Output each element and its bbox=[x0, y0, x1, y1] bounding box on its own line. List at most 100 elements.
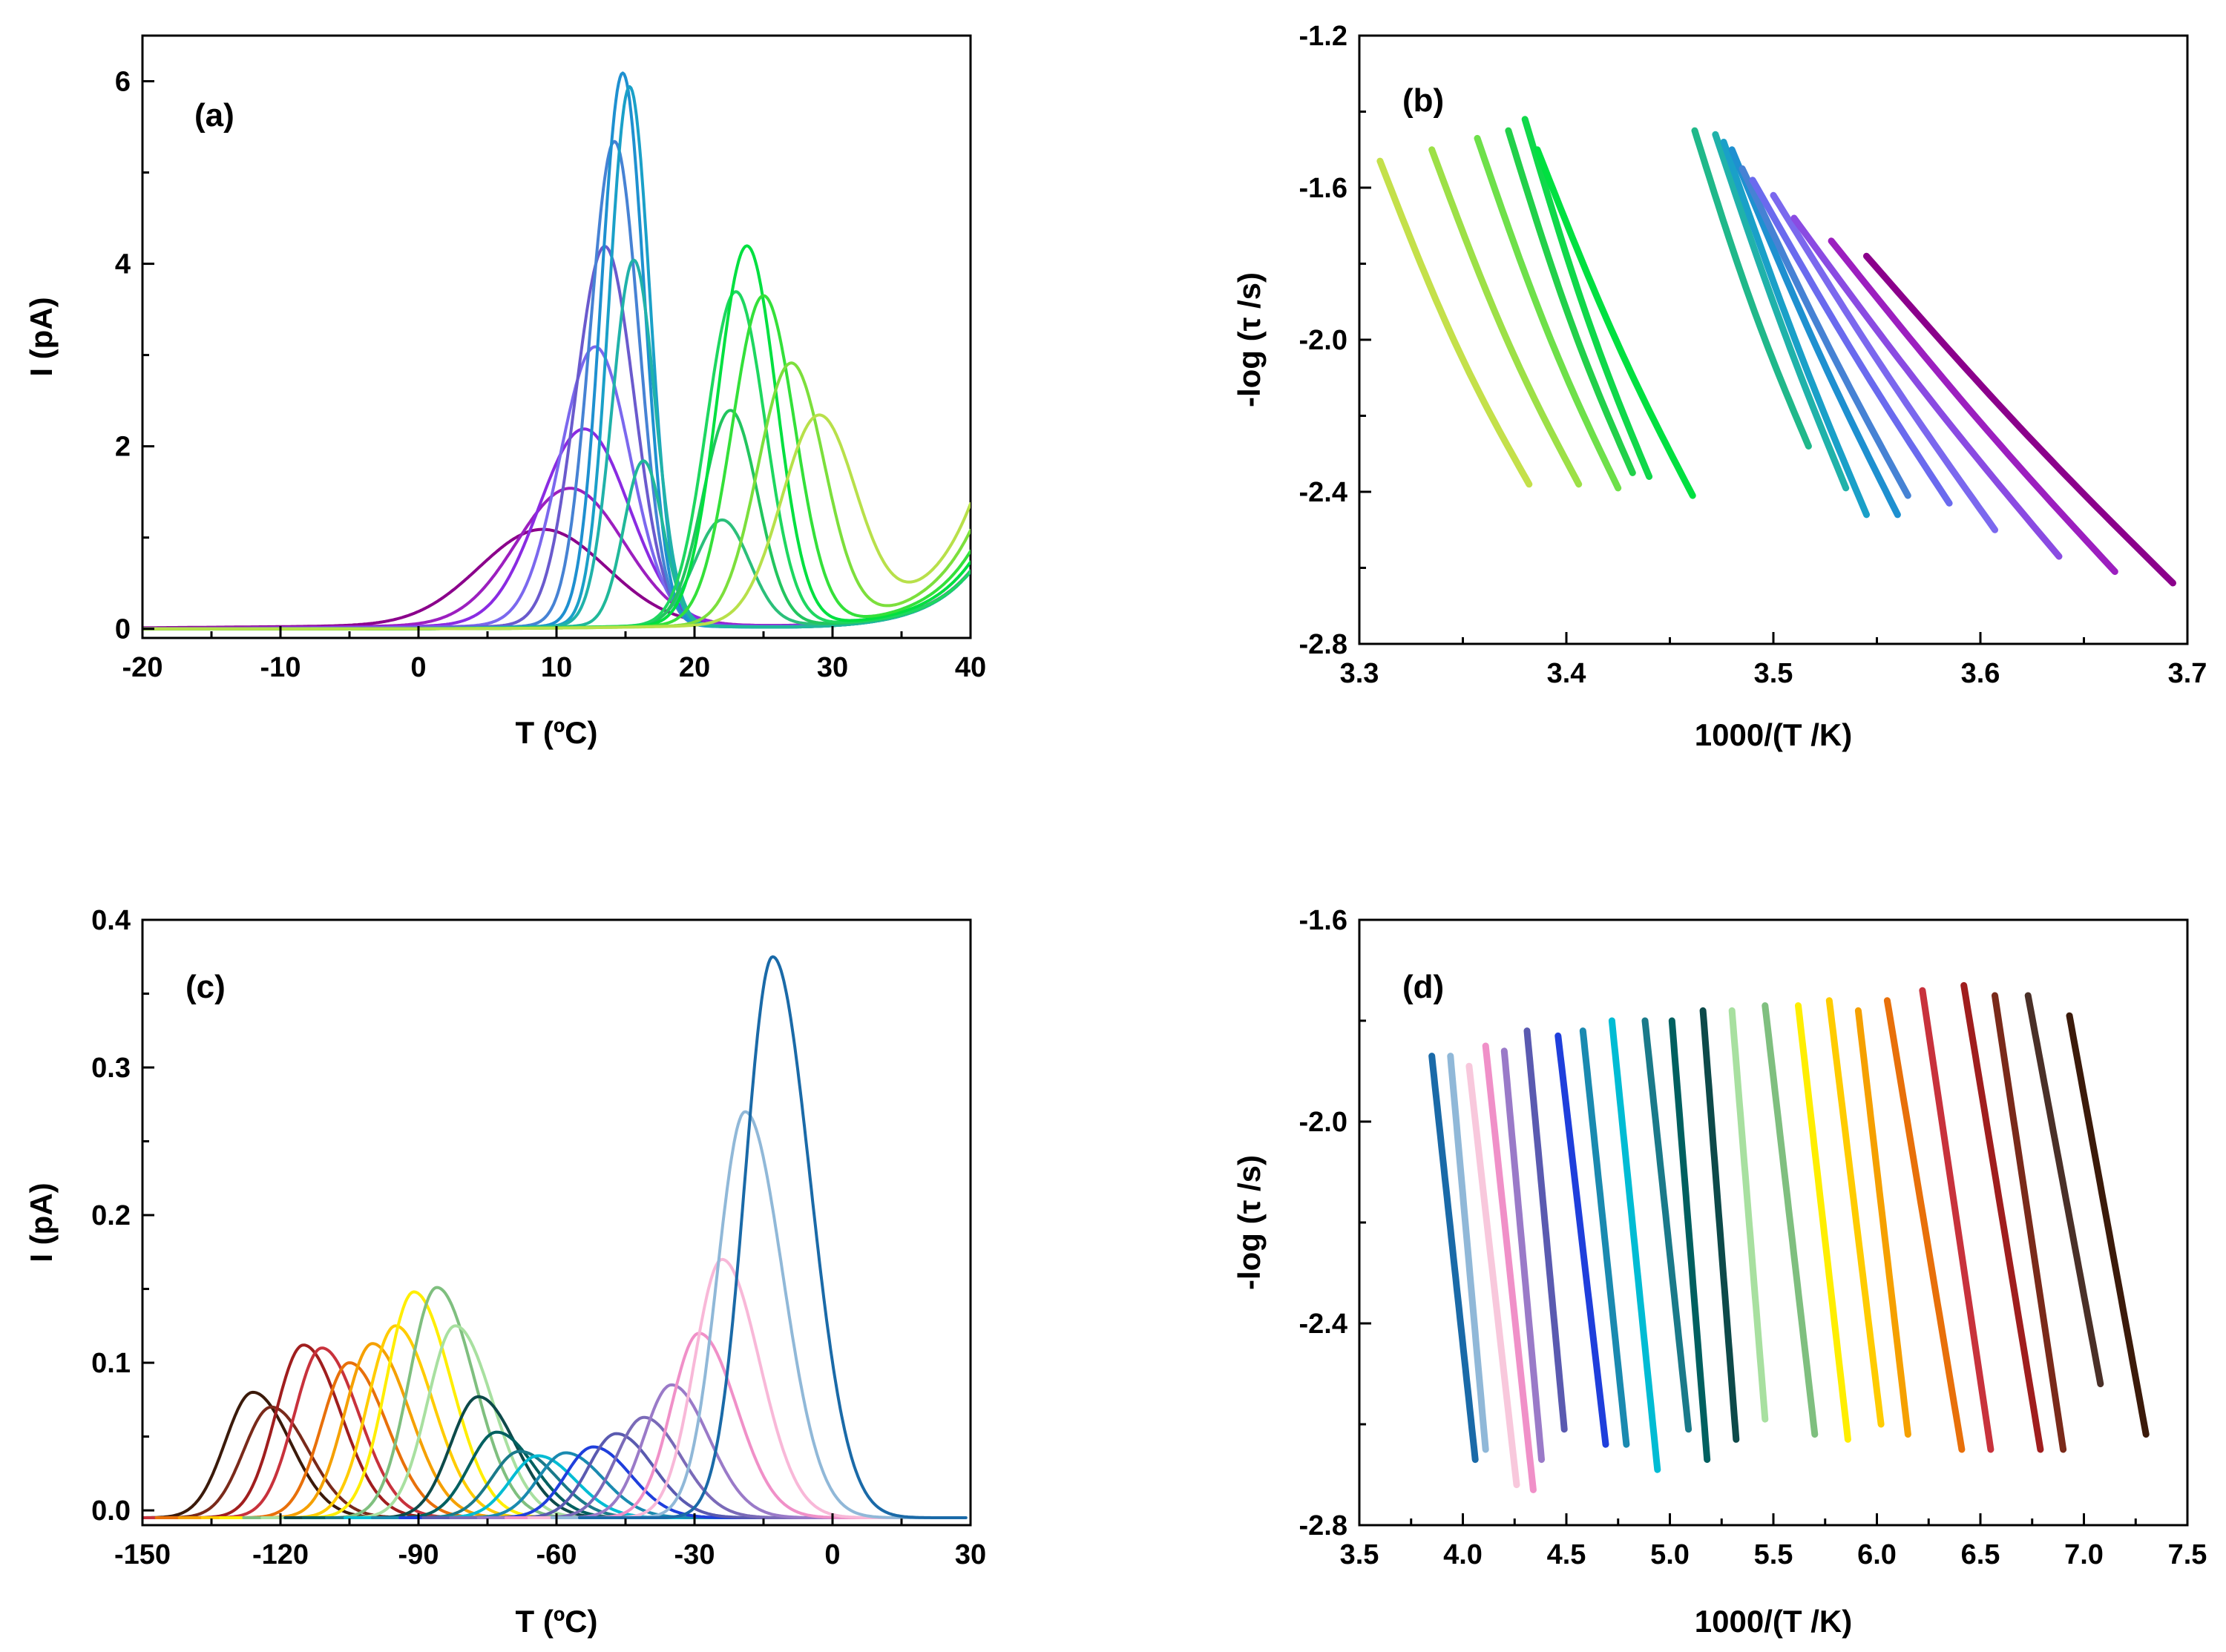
x-tick-label: -30 bbox=[674, 1539, 715, 1570]
series-line-b13 bbox=[1770, 191, 1998, 533]
x-axis-title: T (ºC) bbox=[516, 715, 598, 750]
series-line-a7 bbox=[142, 71, 971, 631]
ticks-group: -20 -10 0 10 20 30 40 0 2 4 6 bbox=[115, 67, 986, 683]
x-tick-label: 4.5 bbox=[1547, 1539, 1586, 1570]
y-tick-label: -2.0 bbox=[1299, 325, 1347, 356]
series-line-d2 bbox=[1447, 1053, 1489, 1453]
x-tick-label: -90 bbox=[398, 1539, 439, 1570]
series-line-d15 bbox=[1795, 1002, 1851, 1443]
series-line-d6 bbox=[1523, 1027, 1568, 1433]
x-tick-label: -150 bbox=[114, 1539, 171, 1570]
series-line-c13 bbox=[325, 1449, 715, 1519]
y-tick-label: 4 bbox=[115, 249, 131, 280]
ticks-group: 3.3 3.4 3.5 3.6 3.7 -2.8 -2.4 -2.0 -1.6 -1.2 bbox=[1299, 21, 2207, 689]
y-tick-label: 0.4 bbox=[91, 905, 131, 936]
series-group bbox=[142, 71, 971, 631]
panel-d: 3.5 4.0 4.5 5.0 5.5 6.0 6.5 7.0 7.5 -2.8 -2.4 -2.0 -… bbox=[1232, 905, 2207, 1639]
series-line-d23 bbox=[2066, 1012, 2150, 1438]
y-axis-title: -log (τ /s) bbox=[1232, 272, 1267, 407]
series-line-d3 bbox=[1465, 1062, 1520, 1489]
x-tick-label: 5.0 bbox=[1650, 1539, 1690, 1570]
x-tick-label: -20 bbox=[122, 652, 163, 683]
x-tick-label: 0 bbox=[824, 1539, 840, 1570]
y-tick-label: 0.1 bbox=[91, 1348, 131, 1379]
series-line-d20 bbox=[1960, 981, 2044, 1453]
x-tick-label: 7.0 bbox=[2064, 1539, 2104, 1570]
x-axis-title: 1000/(T /K) bbox=[1695, 1604, 1852, 1639]
y-tick-label: -2.4 bbox=[1299, 477, 1347, 508]
x-tick-label: 4.0 bbox=[1443, 1539, 1483, 1570]
y-axis-title: -log (τ /s) bbox=[1232, 1155, 1267, 1290]
series-line-b11 bbox=[1739, 165, 1911, 499]
plot-frame bbox=[1358, 34, 2189, 645]
series-line-a10 bbox=[142, 459, 971, 631]
series-line-d19 bbox=[1919, 987, 1994, 1453]
y-tick-label: -2.0 bbox=[1299, 1107, 1347, 1138]
y-axis-title: I (pA) bbox=[24, 1182, 59, 1262]
series-line-b10 bbox=[1728, 146, 1901, 519]
x-tick-label: 40 bbox=[955, 652, 986, 683]
series-line-b2 bbox=[1428, 146, 1583, 488]
series-group bbox=[1376, 116, 2176, 587]
x-tick-label: 5.5 bbox=[1754, 1539, 1793, 1570]
series-group bbox=[142, 955, 968, 1519]
x-tick-label: 3.7 bbox=[2168, 658, 2207, 689]
x-tick-label: 6.0 bbox=[1857, 1539, 1897, 1570]
x-tick-label: 7.5 bbox=[2168, 1539, 2207, 1570]
series-line-d10 bbox=[1641, 1017, 1693, 1433]
series-line-a8 bbox=[142, 85, 971, 631]
series-line-a16 bbox=[142, 361, 971, 631]
series-line-d14 bbox=[1762, 1002, 1819, 1438]
series-line-b3 bbox=[1474, 134, 1622, 492]
series-line-d17 bbox=[1854, 1007, 1911, 1438]
x-tick-label: 30 bbox=[817, 652, 848, 683]
series-line-b9 bbox=[1720, 139, 1870, 519]
y-tick-label: 0.3 bbox=[91, 1053, 131, 1084]
series-line-b6 bbox=[1534, 146, 1696, 499]
y-tick-label: 6 bbox=[115, 67, 131, 98]
series-line-d11 bbox=[1668, 1017, 1711, 1464]
x-tick-label: 20 bbox=[679, 652, 710, 683]
y-tick-label: -1.2 bbox=[1299, 21, 1347, 52]
x-tick-label: 3.3 bbox=[1340, 658, 1379, 689]
x-tick-label: 3.5 bbox=[1340, 1539, 1379, 1570]
y-tick-label: -2.4 bbox=[1299, 1309, 1347, 1340]
series-line-d22 bbox=[2024, 992, 2104, 1388]
x-axis-title: T (ºC) bbox=[516, 1604, 598, 1639]
panel-label: (d) bbox=[1402, 969, 1444, 1005]
series-line-d7 bbox=[1554, 1032, 1609, 1448]
y-tick-label: 2 bbox=[115, 432, 131, 463]
series-line-b5 bbox=[1521, 116, 1653, 480]
x-tick-label: 30 bbox=[955, 1539, 986, 1570]
y-tick-label: -2.8 bbox=[1299, 629, 1347, 660]
series-line-b1 bbox=[1376, 157, 1533, 488]
x-tick-label: 0 bbox=[410, 652, 426, 683]
ticks-group: 3.5 4.0 4.5 5.0 5.5 6.0 6.5 7.0 7.5 -2.8 -2.4 -2.0 -… bbox=[1299, 905, 2207, 1570]
series-line-a9 bbox=[142, 258, 971, 631]
series-group bbox=[1428, 981, 2150, 1493]
series-line-b15 bbox=[1828, 237, 2118, 576]
series-line-c3 bbox=[142, 1343, 497, 1519]
series-line-a14 bbox=[142, 244, 971, 631]
series-line-d13 bbox=[1728, 1007, 1769, 1423]
x-tick-label: 3.4 bbox=[1547, 658, 1586, 689]
series-line-b7 bbox=[1691, 127, 1812, 450]
series-line-a5 bbox=[142, 245, 971, 631]
x-tick-label: -120 bbox=[252, 1539, 309, 1570]
x-tick-label: 10 bbox=[541, 652, 572, 683]
series-line-c2 bbox=[142, 1405, 465, 1519]
series-line-d16 bbox=[1825, 997, 1885, 1428]
series-line-d12 bbox=[1699, 1007, 1740, 1443]
series-line-d9 bbox=[1608, 1017, 1661, 1473]
y-tick-label: -2.8 bbox=[1299, 1510, 1347, 1541]
panel-label: (a) bbox=[194, 97, 234, 134]
panel-b: 3.3 3.4 3.5 3.6 3.7-2.8-2.4-2.0-1.6-1.2 (b) … bbox=[1232, 21, 2207, 752]
y-tick-label: 0.0 bbox=[91, 1495, 131, 1527]
panel-label: (b) bbox=[1402, 82, 1444, 119]
series-line-c21 bbox=[527, 1257, 917, 1519]
series-line-d21 bbox=[1992, 992, 2067, 1453]
x-tick-label: 3.5 bbox=[1754, 658, 1793, 689]
plot-frame bbox=[141, 34, 972, 639]
series-line-d5 bbox=[1500, 1047, 1545, 1464]
y-tick-label: -1.6 bbox=[1299, 905, 1347, 936]
